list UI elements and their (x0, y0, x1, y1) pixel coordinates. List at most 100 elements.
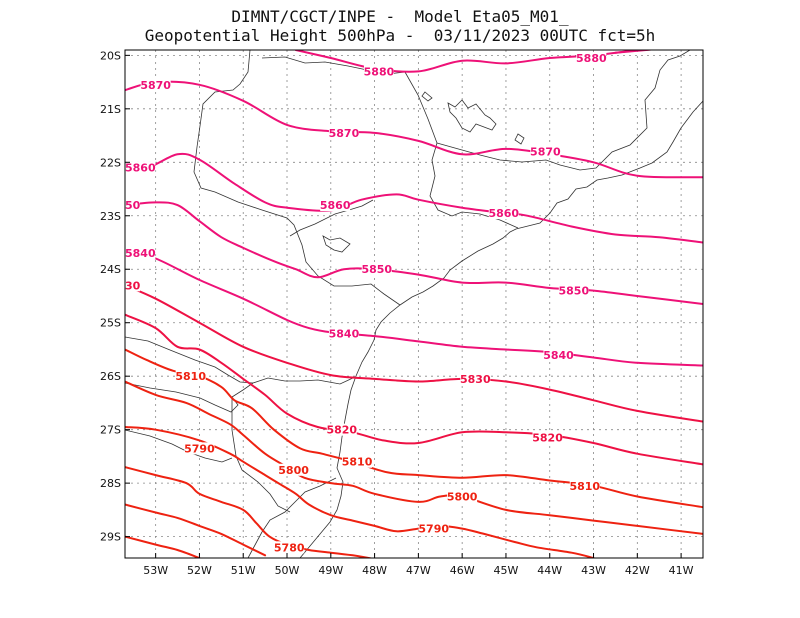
x-tick-label: 46W (450, 564, 475, 577)
contour-line-5780 (125, 466, 375, 558)
contour-line-5880 (614, 50, 656, 54)
contour-label: 5850 (559, 285, 590, 298)
contour-label-bg (532, 431, 563, 444)
contour-labels: 5880 5880 5870 5870 5870 5860 5860 5860 5850 5850… (110, 52, 607, 554)
x-tick-label: 45W (494, 564, 519, 577)
y-tick-label: 29S (100, 531, 121, 544)
contour-label-bg (326, 423, 357, 436)
y-tick-label: 21S (100, 103, 121, 116)
coastline (299, 100, 703, 558)
contour-label: 5810 (175, 370, 206, 383)
contour-label-bg (320, 199, 351, 212)
contour-line-5830 (125, 284, 703, 423)
contour-line-5870 (125, 80, 703, 179)
contour-label: 5840 (125, 247, 156, 260)
y-tick-label: 28S (100, 477, 121, 490)
x-tick-label: 50W (275, 564, 300, 577)
contour-label-bg (447, 490, 478, 503)
y-tick-label: 20S (100, 49, 121, 62)
x-tick-label: 48W (362, 564, 387, 577)
contour-label-bg (558, 284, 589, 297)
contour-label-bg (125, 247, 156, 260)
contour-label: 5840 (329, 327, 360, 340)
contour-line-5800 (125, 380, 703, 535)
y-tick-label: 26S (100, 370, 121, 383)
x-tick-label: 43W (581, 564, 606, 577)
lake (322, 235, 351, 253)
border-line (231, 397, 291, 513)
contour-label-bg (361, 263, 392, 276)
coastline-and-borders (125, 50, 703, 558)
x-tick-label: 49W (318, 564, 343, 577)
contour-line-5860 (125, 152, 703, 244)
contour-label: 5840 (543, 349, 574, 362)
contour-label-bg (342, 455, 373, 468)
grid-lines (125, 50, 703, 558)
contour-label-bg (576, 52, 607, 65)
contour-label: 5780 (274, 541, 305, 554)
contour-label-bg (274, 541, 305, 554)
plot-area (125, 50, 703, 558)
contour-label: 5880 (364, 65, 395, 78)
lake (447, 99, 497, 133)
x-tick-label: 41W (669, 564, 694, 577)
border-line (404, 71, 519, 229)
contour-label-bg (125, 161, 156, 174)
contour-label: 5830 (460, 373, 491, 386)
y-tick-label: 24S (100, 263, 121, 276)
contour-label-bg (328, 126, 359, 139)
contour-label: 5810 (342, 456, 373, 469)
contour-label-bg (184, 442, 215, 455)
x-tick-label: 52W (187, 564, 212, 577)
contour-label: 5830 (110, 279, 141, 292)
contour-line-5770 (125, 503, 267, 557)
x-tick-label: 47W (406, 564, 431, 577)
contour-label: 5860 (320, 199, 351, 212)
contour-label-bg (125, 199, 140, 212)
contour-label: 5870 (530, 146, 561, 159)
contour-label-bg (140, 78, 171, 91)
contour-label: 5790 (418, 523, 449, 536)
y-tick-label: 27S (100, 424, 121, 437)
chart-title-line-2: Geopotential Height 500hPa - 03/11/2023 … (144, 26, 656, 45)
contour-label-bg (569, 479, 600, 492)
contour-label: 5860 (488, 207, 519, 220)
axis-ticks: 53W 52W 51W 50W 49W 48W 47W 46W 45W 44W 43W 42W 41W 2… (100, 49, 694, 577)
contour-label: 5800 (447, 491, 478, 504)
lake (514, 133, 525, 145)
contour-line-5850 (125, 201, 703, 305)
contour-label: 5870 (329, 127, 360, 140)
y-tick-label: 22S (100, 156, 121, 169)
contour-label-bg (488, 207, 519, 220)
contour-label: 5800 (278, 464, 309, 477)
y-tick-label: 25S (100, 317, 121, 330)
border-line (247, 477, 337, 558)
contour-label: 5870 (140, 79, 171, 92)
lake (421, 91, 433, 102)
contour-label-bg (328, 327, 359, 340)
contour-label: 5850 (361, 263, 392, 276)
x-tick-label: 53W (143, 564, 168, 577)
contour-label: 5880 (576, 52, 607, 65)
contour-line-5760 (125, 535, 201, 558)
x-tick-label: 51W (231, 564, 256, 577)
contour-label-bg (460, 372, 491, 385)
contour-label-bg (175, 370, 206, 383)
border-line (436, 50, 691, 171)
contour-label-bg (543, 348, 574, 361)
plot-frame (124, 49, 704, 559)
contour-line-5840 (125, 249, 703, 367)
contour-label-bg (530, 145, 561, 158)
contour-label-bg (418, 522, 449, 535)
x-tick-label: 42W (625, 564, 650, 577)
contour-label: 5810 (569, 480, 600, 493)
contour-label: 5790 (184, 442, 215, 455)
contour-label: 5850 (110, 199, 141, 212)
contour-label: 5820 (326, 424, 357, 437)
border-line (289, 199, 374, 237)
y-tick-label: 23S (100, 210, 121, 223)
contour-label-bg (363, 65, 394, 78)
chart-title-line-1: DIMNT/CGCT/INPE - Model Eta05_M01_ (231, 7, 569, 26)
contour-line-5790 (125, 426, 595, 558)
